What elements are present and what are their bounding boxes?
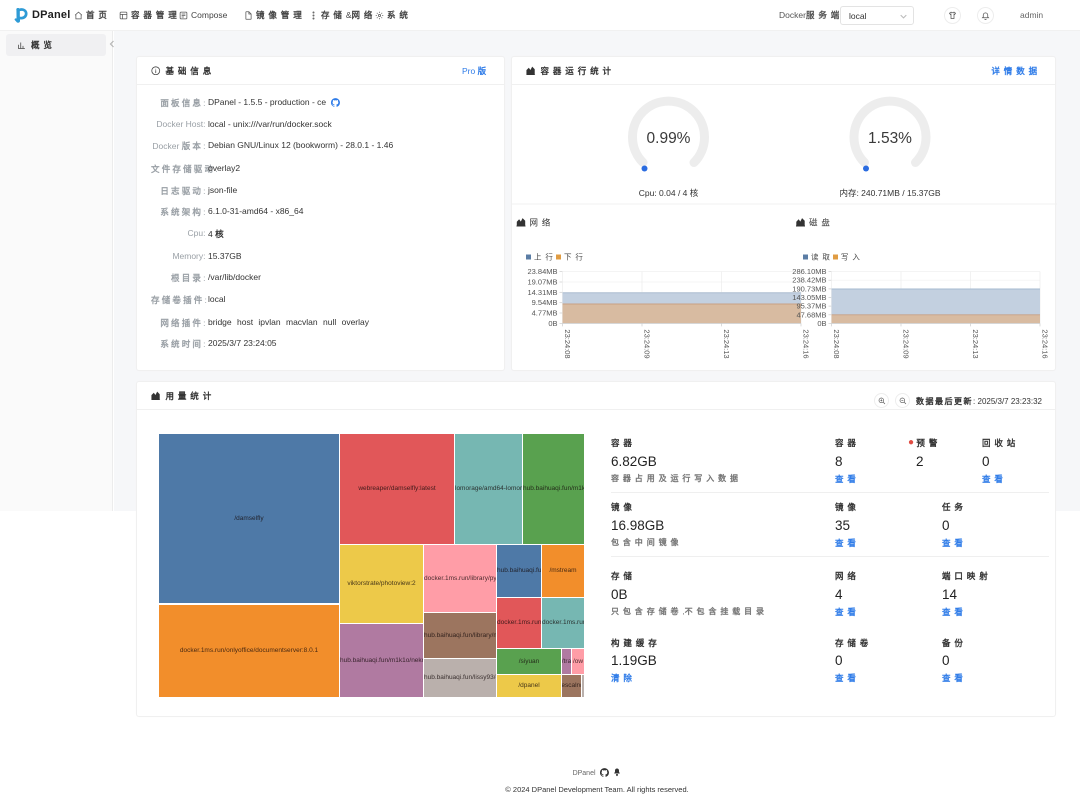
- svg-text:0B: 0B: [817, 319, 826, 328]
- svg-text:4.77MB: 4.77MB: [532, 309, 558, 318]
- svg-text:9.54MB: 9.54MB: [532, 298, 558, 307]
- svg-text:47.68MB: 47.68MB: [796, 310, 826, 319]
- svg-text:磁盘: 磁盘: [809, 218, 834, 228]
- svg-text:23:24:16: 23:24:16: [1041, 329, 1050, 358]
- svg-text:23:24:13: 23:24:13: [971, 329, 980, 358]
- svg-text:0B: 0B: [548, 319, 557, 328]
- svg-text:286.10MB: 286.10MB: [792, 267, 826, 276]
- svg-text:14.31MB: 14.31MB: [527, 288, 557, 297]
- svg-text:23:24:09: 23:24:09: [902, 329, 911, 358]
- svg-text:Cpu: 0.04 / 4 核: Cpu: 0.04 / 4 核: [639, 188, 699, 198]
- svg-text:下行: 下行: [564, 252, 587, 262]
- svg-text:23:24:09: 23:24:09: [643, 329, 652, 358]
- svg-text:95.37MB: 95.37MB: [796, 302, 826, 311]
- svg-text:143.05MB: 143.05MB: [792, 293, 826, 302]
- svg-text:读取: 读取: [811, 252, 834, 262]
- svg-text:190.73MB: 190.73MB: [792, 284, 826, 293]
- svg-text:23:24:13: 23:24:13: [722, 329, 731, 358]
- svg-text:19.07MB: 19.07MB: [527, 278, 557, 287]
- svg-text:23:24:16: 23:24:16: [802, 329, 811, 358]
- svg-text:23:24:08: 23:24:08: [563, 329, 572, 358]
- svg-text:23.84MB: 23.84MB: [527, 267, 557, 276]
- svg-text:上行: 上行: [534, 252, 557, 262]
- svg-text:网络: 网络: [530, 218, 555, 228]
- svg-text:238.42MB: 238.42MB: [792, 276, 826, 285]
- svg-text:23:24:08: 23:24:08: [832, 329, 841, 358]
- svg-text:1.53%: 1.53%: [868, 130, 912, 147]
- svg-text:0.99%: 0.99%: [647, 130, 691, 147]
- svg-text:内存: 240.71MB / 15.37GB: 内存: 240.71MB / 15.37GB: [839, 188, 940, 198]
- svg-text:写入: 写入: [841, 253, 864, 262]
